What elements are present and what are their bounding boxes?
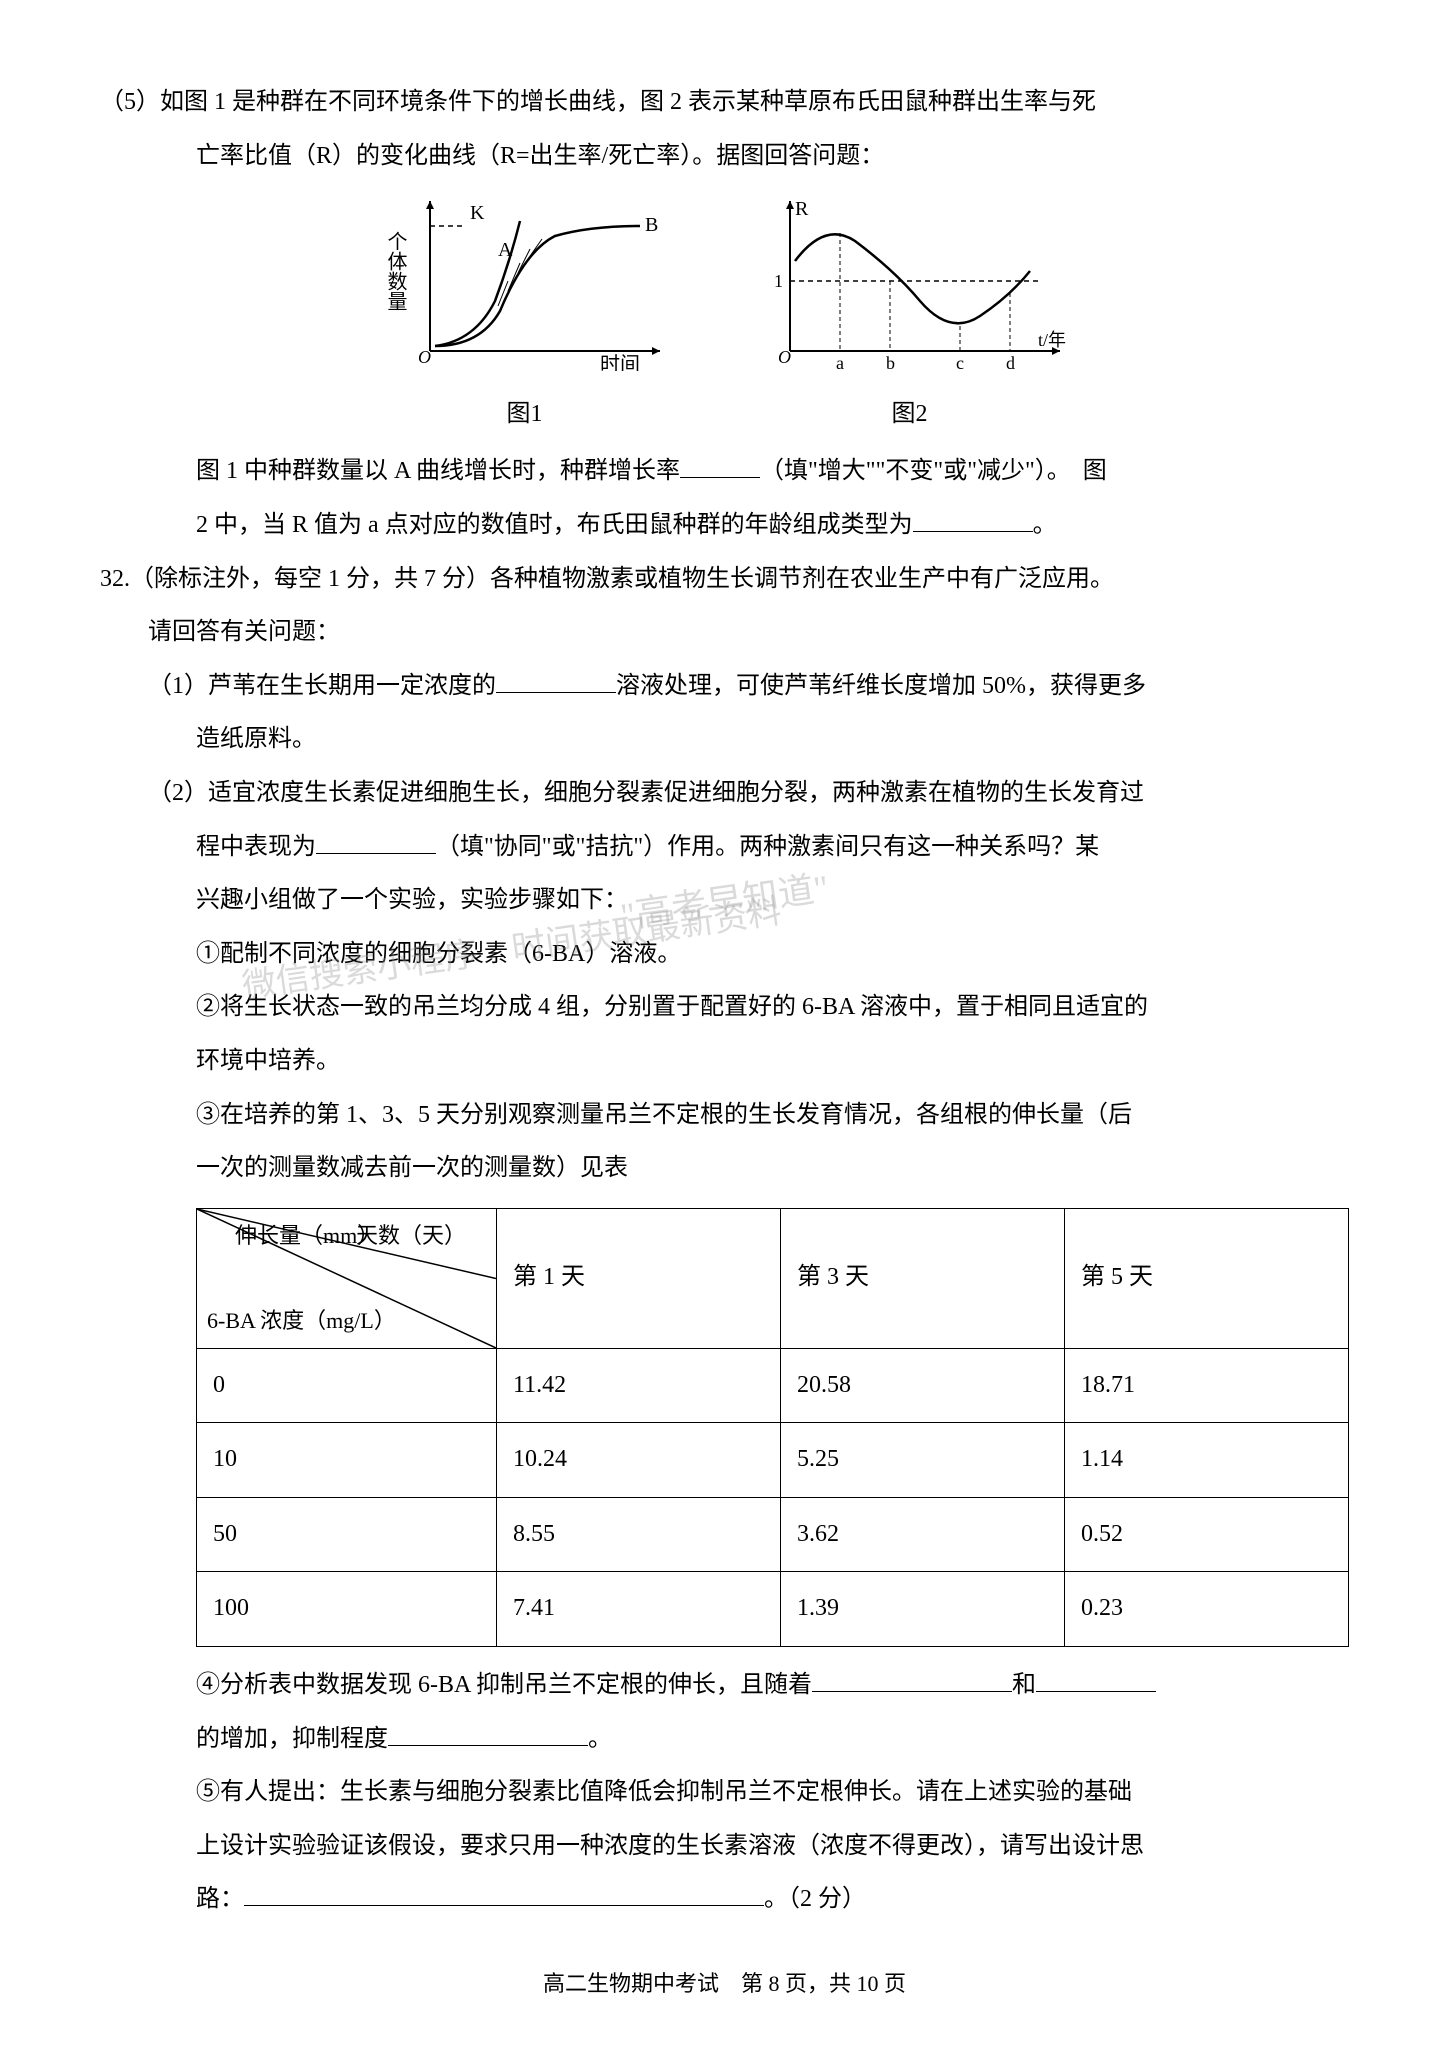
q32-intro2: 请回答有关问题： [100,610,1349,656]
q5-line4: 2 中，当 R 值为 a 点对应的数值时，布氏田鼠种群的年龄组成类型为 。 [100,503,1349,549]
fig1-ylabel: 个体数量 [384,231,407,311]
blank-fill[interactable] [316,832,436,854]
cell: 10 [197,1423,497,1498]
cell: 18.71 [1065,1348,1349,1423]
q32-p2b: 程中表现为 [196,834,316,860]
q32-intro: 32.（除标注外，每空 1 分，共 7 分）各种植物激素或植物生长调节剂在农业生… [100,557,1349,603]
q32-p1b: 溶液处理，可使芦苇纤维长度增加 50%，获得更多 [616,673,1146,699]
diag-top: 天数（天） [356,1215,466,1257]
q32-p1a: （1）芦苇在生长期用一定浓度的 [148,673,496,699]
q32-p2a: （2）适宜浓度生长素促进细胞生长，细胞分裂素促进细胞分裂，两种激素在植物的生长发… [100,771,1349,817]
fig1-svg: K B A O 个体数量 时间 [380,191,670,371]
fig2-one: 1 [774,271,783,291]
q32-step2b: 环境中培养。 [100,1039,1349,1085]
cell: 20.58 [781,1348,1065,1423]
blank-fill[interactable] [812,1670,1012,1692]
blank-fill[interactable] [388,1724,588,1746]
table-row: 100 7.41 1.39 0.23 [197,1572,1349,1647]
fig1-k: K [470,202,485,224]
cell: 1.14 [1065,1423,1349,1498]
cell: 1.39 [781,1572,1065,1647]
q32-p2b-line: 程中表现为 （填"协同"或"拮抗"）作用。两种激素间只有这一种关系吗？某 [100,825,1349,871]
q5-text3b: （填"增大""不变"或"减少"）。 图 [760,458,1107,484]
cell: 0.23 [1065,1572,1349,1647]
fig2-xlabel: t/年 [1038,330,1066,350]
col-header: 第 1 天 [497,1208,781,1348]
figure-1: K B A O 个体数量 时间 图1 [380,191,670,437]
fig1-origin: O [418,347,431,367]
q32-prefix: 32. [100,566,130,592]
q32-step4-line1: ④分析表中数据发现 6-BA 抑制吊兰不定根的伸长，且随着 和 [100,1663,1349,1709]
col-header: 第 5 天 [1065,1208,1349,1348]
cell: 10.24 [497,1423,781,1498]
fig2-b: b [886,353,895,371]
q5-text4b: 。 [1033,512,1057,538]
q32-step5a: ⑤有人提出：生长素与细胞分裂素比值降低会抑制吊兰不定根伸长。请在上述实验的基础 [100,1770,1349,1816]
q5-text1: 如图 1 是种群在不同环境条件下的增长曲线，图 2 表示某种草原布氏田鼠种群出生… [160,89,1096,115]
q5-text4a: 2 中，当 R 值为 a 点对应的数值时，布氏田鼠种群的年龄组成类型为 [196,512,913,538]
q32-p1c: 造纸原料。 [100,717,1349,763]
q32-p1: （1）芦苇在生长期用一定浓度的 溶液处理，可使芦苇纤维长度增加 50%，获得更多 [100,664,1349,710]
fig2-svg: 1 a b c d O R t/年 [750,191,1070,371]
fig1-caption: 图1 [380,392,670,438]
cell: 11.42 [497,1348,781,1423]
q32-step4a: ④分析表中数据发现 6-BA 抑制吊兰不定根的伸长，且随着 [196,1672,812,1698]
blank-fill[interactable] [1036,1670,1156,1692]
q32-step2a: ②将生长状态一致的吊兰均分成 4 组，分别置于配置好的 6-BA 溶液中，置于相… [100,985,1349,1031]
cell: 5.25 [781,1423,1065,1498]
page-footer: 高二生物期中考试 第 8 页，共 10 页 [100,1963,1349,2005]
cell: 8.55 [497,1497,781,1572]
diag-header: 伸长量（mm） 天数（天） 6-BA 浓度（mg/L） [197,1208,497,1348]
table-row: 0 11.42 20.58 18.71 [197,1348,1349,1423]
cell: 100 [197,1572,497,1647]
blank-fill[interactable] [244,1884,764,1906]
fig2-a: a [836,353,844,371]
figures-row: K B A O 个体数量 时间 图1 [100,191,1349,437]
q32-intro-text: （除标注外，每空 1 分，共 7 分）各种植物激素或植物生长调节剂在农业生产中有… [130,566,1114,592]
fig2-ylabel: R [795,198,809,220]
q32-p2c: （填"协同"或"拮抗"）作用。两种激素间只有这一种关系吗？某 [436,834,1099,860]
fig2-c: c [956,353,964,371]
q5-prefix: （5） [100,89,160,115]
q32-step4c: 的增加，抑制程度 [196,1726,388,1752]
fig2-d: d [1006,353,1015,371]
q32-step5b: 上设计实验验证该假设，要求只用一种浓度的生长素溶液（浓度不得更改），请写出设计思 [100,1824,1349,1870]
fig2-origin: O [778,347,791,367]
data-table: 伸长量（mm） 天数（天） 6-BA 浓度（mg/L） 第 1 天 第 3 天 … [196,1208,1349,1647]
q32-step5c: 路： [196,1886,244,1912]
q32-step4b: 和 [1012,1672,1036,1698]
cell: 3.62 [781,1497,1065,1572]
cell: 7.41 [497,1572,781,1647]
q5-line1: （5）如图 1 是种群在不同环境条件下的增长曲线，图 2 表示某种草原布氏田鼠种… [100,80,1349,126]
fig1-xlabel: 时间 [600,353,640,371]
q32-step3a: ③在培养的第 1、3、5 天分别观察测量吊兰不定根的生长发育情况，各组根的伸长量… [100,1093,1349,1139]
diag-bottom: 6-BA 浓度（mg/L） [207,1300,396,1342]
blank-fill[interactable] [496,671,616,693]
q32-step1: ①配制不同浓度的细胞分裂素（6-BA）溶液。 [100,932,1349,978]
q32-step4-line2: 的增加，抑制程度 。 [100,1717,1349,1763]
table-header-row: 伸长量（mm） 天数（天） 6-BA 浓度（mg/L） 第 1 天 第 3 天 … [197,1208,1349,1348]
cell: 0 [197,1348,497,1423]
blank-fill[interactable] [680,456,760,478]
page-content: （5）如图 1 是种群在不同环境条件下的增长曲线，图 2 表示某种草原布氏田鼠种… [100,80,1349,2005]
fig2-caption: 图2 [750,392,1070,438]
q32-step5-line3: 路： 。（2 分） [100,1877,1349,1923]
col-header: 第 3 天 [781,1208,1065,1348]
q32-p2d: 兴趣小组做了一个实验，实验步骤如下： [100,878,1349,924]
q32-step3b: 一次的测量数减去前一次的测量数）见表 [100,1146,1349,1192]
table-row: 50 8.55 3.62 0.52 [197,1497,1349,1572]
q32-step4d: 。 [588,1726,612,1752]
cell: 0.52 [1065,1497,1349,1572]
q32-step5d: 。（2 分） [764,1886,866,1912]
blank-fill[interactable] [913,510,1033,532]
fig1-a: A [498,239,513,261]
watermark-area: "高考早知道" 微信搜索小程序 时间获取最新资料 兴趣小组做了一个实验，实验步骤… [100,878,1349,1192]
fig1-b: B [645,214,658,236]
table-row: 10 10.24 5.25 1.14 [197,1423,1349,1498]
q5-line2: 亡率比值（R）的变化曲线（R=出生率/死亡率）。据图回答问题： [100,134,1349,180]
cell: 50 [197,1497,497,1572]
figure-2: 1 a b c d O R t/年 图2 [750,191,1070,437]
q5-line3: 图 1 中种群数量以 A 曲线增长时，种群增长率 （填"增大""不变"或"减少"）… [100,449,1349,495]
q5-text3a: 图 1 中种群数量以 A 曲线增长时，种群增长率 [196,458,680,484]
